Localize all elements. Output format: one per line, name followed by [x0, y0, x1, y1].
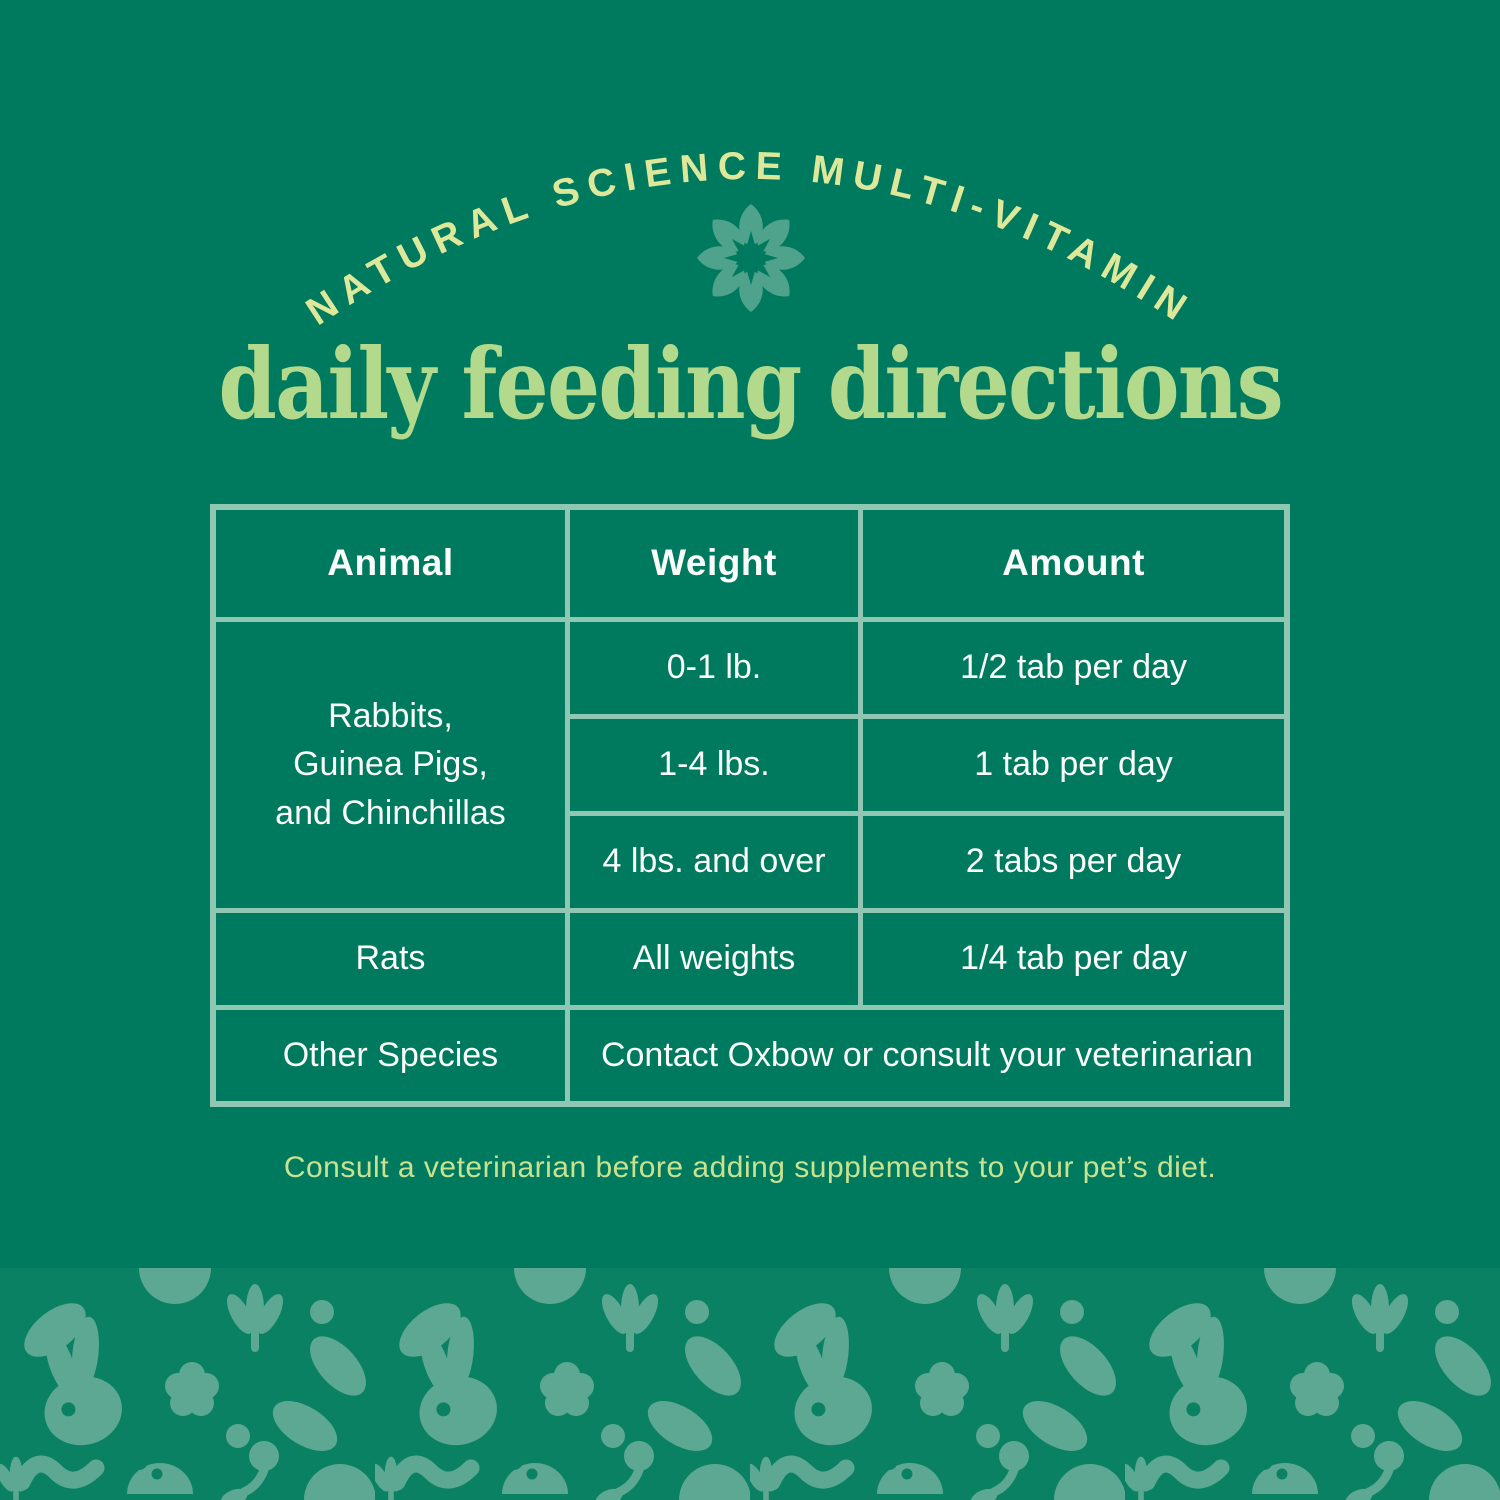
- col-header-animal: Animal: [210, 504, 570, 622]
- weight-cell: 4 lbs. and over: [564, 810, 864, 913]
- weight-cell: All weights: [564, 907, 864, 1010]
- table-row: Other Species Contact Oxbow or consult y…: [210, 1004, 1290, 1107]
- col-header-amount: Amount: [858, 504, 1290, 622]
- page-title-text: daily feeding directions: [218, 327, 1283, 441]
- feeding-table: Animal Weight Amount Rabbits, Guinea Pig…: [210, 504, 1290, 1107]
- amount-cell: 1/2 tab per day: [858, 616, 1290, 719]
- table-row: Rabbits, Guinea Pigs, and Chinchillas 0-…: [210, 616, 1290, 913]
- amount-cell: 2 tabs per day: [858, 810, 1290, 913]
- veterinarian-note: Consult a veterinarian before adding sup…: [283, 1151, 1217, 1184]
- col-header-weight: Weight: [564, 504, 864, 622]
- table-row: Rats All weights 1/4 tab per day: [210, 907, 1290, 1010]
- animal-cell: Rabbits, Guinea Pigs, and Chinchillas: [210, 616, 570, 913]
- table-row: 4 lbs. and over 2 tabs per day: [213, 810, 1290, 913]
- flower-icon: [697, 204, 805, 312]
- header-arc: NATURAL SCIENCE MULTI-VITAMIN: [299, 145, 1192, 330]
- note-cell: Contact Oxbow or consult your veterinari…: [564, 1004, 1290, 1107]
- table-row: 1-4 lbs. 1 tab per day: [213, 713, 1290, 816]
- animal-plant-pattern: [0, 1268, 1500, 1500]
- animal-cell: Rats: [210, 907, 570, 1010]
- weight-cell: 1-4 lbs.: [564, 713, 864, 816]
- amount-cell: 1/4 tab per day: [858, 907, 1290, 1010]
- star-cutout: [724, 231, 778, 285]
- amount-cell: 1 tab per day: [858, 713, 1290, 816]
- animal-cell: Other Species: [210, 1004, 570, 1107]
- table-header-row: Animal Weight Amount: [210, 504, 1290, 622]
- page-title: daily feeding directions: [0, 336, 1500, 448]
- weight-cell: 0-1 lb.: [564, 616, 864, 719]
